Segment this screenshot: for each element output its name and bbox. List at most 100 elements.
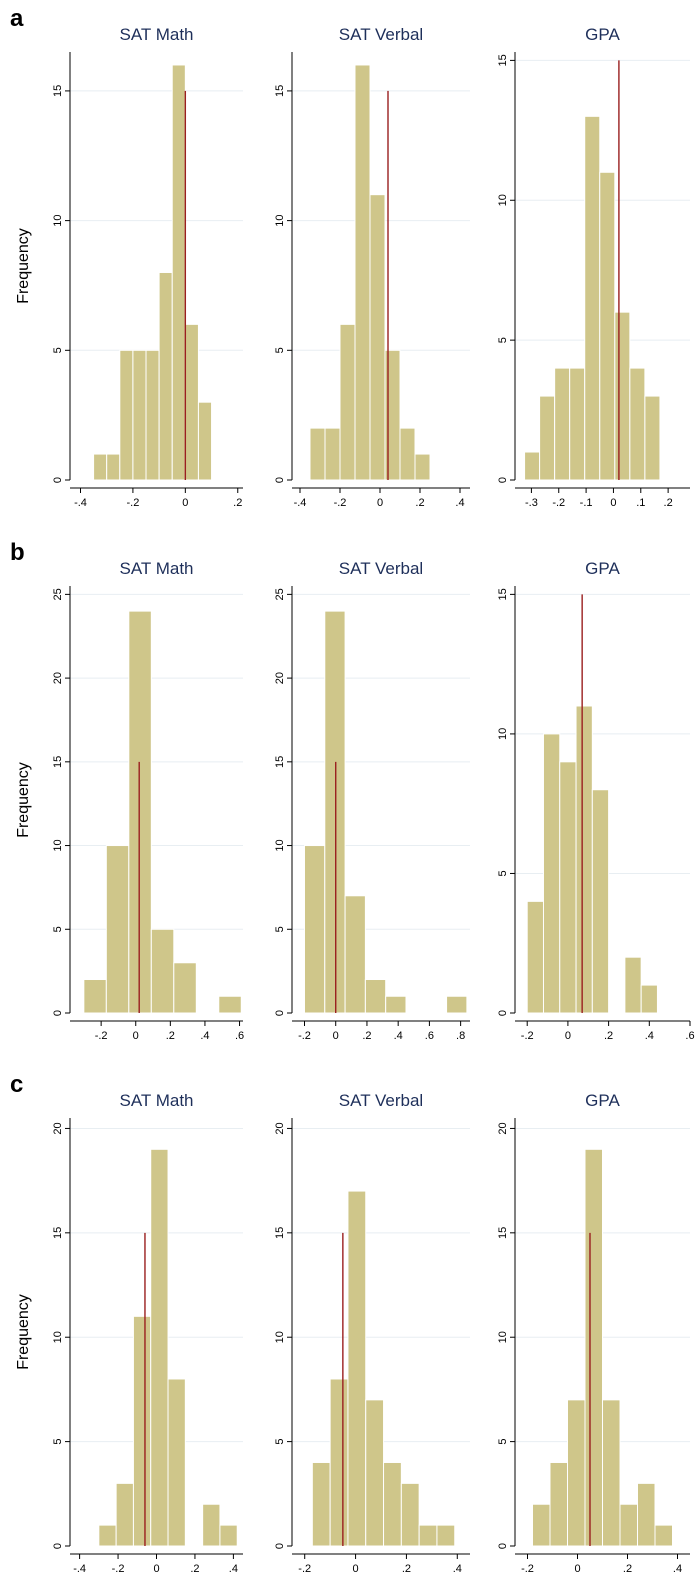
x-tick-label: .2 <box>190 1563 199 1575</box>
histogram-bar <box>202 1503 221 1547</box>
y-tick-label: 10 <box>497 728 509 740</box>
histogram-bar <box>171 64 186 481</box>
y-tick-label: 0 <box>497 1543 509 1549</box>
histogram-bar <box>93 453 108 481</box>
histogram-bar <box>554 367 571 481</box>
y-tick-label: 20 <box>274 672 286 684</box>
y-axis-label-a: Frequency <box>15 228 32 304</box>
x-tick-label: 0 <box>182 497 188 509</box>
y-tick-label: 0 <box>497 1010 509 1016</box>
x-tick-label: -.2 <box>126 497 139 509</box>
histogram-bar <box>83 979 107 1014</box>
x-tick-label: .2 <box>623 1563 632 1575</box>
panel-letter-a: a <box>10 5 24 32</box>
histogram-bar <box>132 349 147 481</box>
panel-letter-c: c <box>10 1071 23 1098</box>
y-tick-label: 10 <box>497 194 509 206</box>
y-tick-label: 25 <box>52 588 64 600</box>
histogram-bar <box>98 1524 117 1547</box>
histogram-bar <box>309 427 326 481</box>
x-tick-label: .4 <box>645 1030 654 1042</box>
y-tick-label: 25 <box>274 588 286 600</box>
x-tick-label: .4 <box>455 497 464 509</box>
y-axis-label-b: Frequency <box>15 762 32 838</box>
y-tick-label: 0 <box>274 1543 286 1549</box>
y-tick-label: 15 <box>274 1227 286 1239</box>
y-tick-label: 10 <box>497 1331 509 1343</box>
plot-title: SAT Math <box>119 25 193 44</box>
histogram-bar <box>150 1148 169 1547</box>
histogram-plots: SAT Math 0 5 10 15 -.4 -.2 0 .2 SAT Verbal 0 5 10 15 -… <box>52 25 695 1575</box>
x-tick-label: -.2 <box>95 1030 108 1042</box>
x-tick-label: -.2 <box>334 497 347 509</box>
y-tick-label: 5 <box>274 926 286 932</box>
histogram-bar <box>354 64 371 481</box>
histogram-bar <box>339 323 356 481</box>
histogram-bar <box>446 995 468 1014</box>
y-tick-label: 10 <box>52 1331 64 1343</box>
plot-a-2: SAT Verbal 0 5 10 15 -.4 -.2 0 .2 .4 <box>274 25 470 509</box>
histogram-bar <box>637 1482 656 1547</box>
x-tick-label: .2 <box>166 1030 175 1042</box>
x-tick-label: .4 <box>394 1030 403 1042</box>
y-tick-label: 20 <box>497 1122 509 1134</box>
histogram-bar <box>150 928 175 1014</box>
histogram-bar <box>128 610 152 1014</box>
histogram-bar <box>324 427 341 481</box>
histogram-bar <box>629 367 646 481</box>
x-tick-label: .6 <box>685 1030 694 1042</box>
y-tick-label: 10 <box>274 1331 286 1343</box>
x-tick-label: .1 <box>636 497 645 509</box>
y-tick-label: 5 <box>274 1439 286 1445</box>
histogram-bar <box>365 1399 385 1547</box>
x-tick-label: -.2 <box>298 1563 311 1575</box>
plot-title: SAT Verbal <box>339 1091 423 1110</box>
histogram-bar <box>303 845 326 1014</box>
y-tick-label: 15 <box>497 1227 509 1239</box>
histogram-bar <box>624 956 642 1014</box>
x-tick-label: .2 <box>402 1563 411 1575</box>
histogram-bar <box>559 761 577 1014</box>
x-tick-label: 0 <box>353 1563 359 1575</box>
histogram-bar <box>119 349 134 481</box>
histogram-bar <box>383 1461 402 1547</box>
x-tick-label: .2 <box>604 1030 613 1042</box>
y-tick-label: 5 <box>497 337 509 343</box>
y-tick-label: 15 <box>497 588 509 600</box>
y-tick-label: 0 <box>274 1010 286 1016</box>
histogram-bar <box>399 427 416 481</box>
y-tick-label: 5 <box>497 870 509 876</box>
x-tick-label: 0 <box>133 1030 139 1042</box>
histogram-bar <box>542 733 561 1014</box>
histogram-bar <box>329 1378 349 1547</box>
histogram-bar <box>532 1503 551 1547</box>
histogram-bar <box>614 311 631 481</box>
histogram-bar <box>197 401 213 481</box>
y-tick-label: 0 <box>52 1010 64 1016</box>
y-tick-label: 15 <box>52 85 64 97</box>
x-tick-label: -.4 <box>73 1563 86 1575</box>
plot-c-1: SAT Math 0 5 10 15 20 -.4 -.2 0 .2 .4 <box>52 1091 243 1575</box>
y-tick-label: 5 <box>274 347 286 353</box>
histogram-bar <box>105 845 130 1014</box>
histogram-bar <box>369 194 386 481</box>
x-tick-label: 0 <box>565 1030 571 1042</box>
x-tick-label: .6 <box>425 1030 434 1042</box>
histogram-bar <box>347 1190 367 1547</box>
plot-b-2: SAT Verbal 0 5 10 15 20 25 -.2 0 .2 .4 .6 .8 <box>274 559 470 1042</box>
y-tick-label: 20 <box>274 1122 286 1134</box>
histogram-bar <box>549 1461 568 1547</box>
y-tick-label: 20 <box>52 1122 64 1134</box>
histogram-bar <box>344 895 366 1014</box>
histogram-bar <box>106 453 121 481</box>
histogram-bar <box>364 979 387 1014</box>
x-tick-label: 0 <box>153 1563 159 1575</box>
y-tick-label: 20 <box>52 672 64 684</box>
x-tick-label: 0 <box>377 497 383 509</box>
plot-title: SAT Math <box>119 559 193 578</box>
plot-c-2: SAT Verbal 0 5 10 15 20 -.2 0 .2 .4 <box>274 1091 470 1575</box>
y-tick-label: 0 <box>497 477 509 483</box>
y-tick-label: 5 <box>52 926 64 932</box>
plot-title: GPA <box>585 25 620 44</box>
